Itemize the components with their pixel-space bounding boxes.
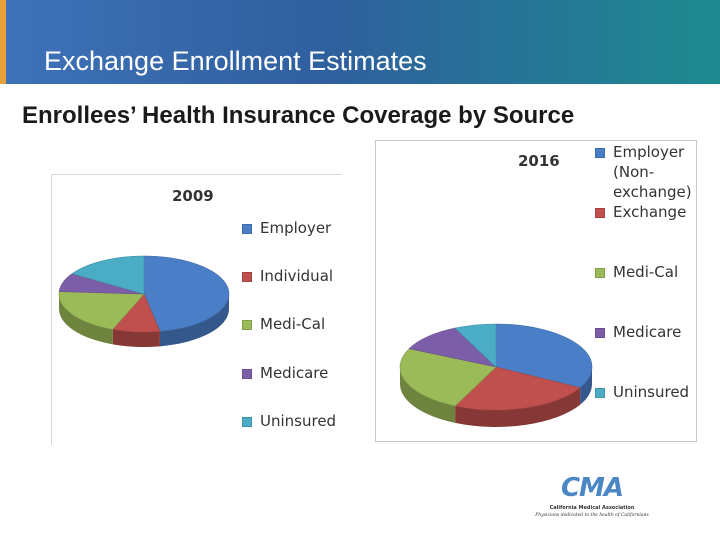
pie-slice-1-1: [454, 366, 581, 411]
pie-side-1-2: [400, 367, 456, 423]
legend-swatch: [595, 388, 605, 398]
legend-label: Medicare: [613, 323, 682, 341]
legend-label: Medi-Cal: [260, 315, 326, 333]
cma-logo: CMA California Medical Association Physi…: [530, 474, 654, 522]
legend-label: Employer: [260, 219, 332, 237]
chart-title-2009: 2009: [172, 187, 214, 205]
cma-logo-org: California Medical Association: [549, 505, 635, 511]
pie-slice-0-0: [143, 255, 230, 332]
pie-slice-1-2: [399, 348, 497, 407]
legend-item-uninsured-2016: Uninsured: [595, 382, 698, 402]
legend-item-employer-2016: Employer (Non-exchange): [595, 142, 698, 202]
legend-item-medicare-2009: Medicare: [242, 363, 328, 383]
legend-swatch: [595, 328, 605, 338]
pie-side-0-0: [159, 294, 229, 347]
header-accent-bar: [0, 0, 6, 84]
legend-item-medi-cal-2009: Medi-Cal: [242, 314, 325, 334]
legend-label: Medi-Cal: [613, 263, 679, 281]
slide-title: Exchange Enrollment Estimates: [44, 46, 427, 76]
chart-2009: 2009 Employer Individual Medi-Cal Medica…: [51, 174, 342, 445]
legend-item-exchange-2016: Exchange: [595, 202, 698, 222]
legend-swatch: [595, 208, 605, 218]
cma-logo-mark: CMA: [560, 473, 624, 503]
pie-sides: [59, 294, 229, 347]
legend-label: Exchange: [613, 203, 687, 221]
legend-label: Medicare: [260, 364, 329, 382]
legend-swatch: [242, 272, 252, 282]
pie-slices: [58, 255, 230, 333]
pie-slice-0-4: [71, 255, 145, 295]
chart-2016: 2016 Employer (Non-exchange) Exchange Me…: [375, 140, 697, 442]
pie-2009-canvas: [58, 255, 230, 347]
pie-slice-1-4: [454, 323, 497, 368]
legend-swatch: [242, 369, 252, 379]
pie-slice-0-2: [58, 291, 145, 330]
legend-swatch: [595, 148, 605, 158]
legend-label: Uninsured: [260, 412, 337, 430]
legend-item-employer-2009: Employer: [242, 218, 331, 238]
pie-slice-1-3: [408, 327, 497, 368]
legend-item-medicare-2016: Medicare: [595, 322, 698, 342]
chart-title-2016: 2016: [518, 152, 560, 170]
legend-label: Employer (Non-exchange): [613, 143, 692, 201]
legend-swatch: [242, 320, 252, 330]
pie-2016-canvas: [399, 323, 593, 427]
pie-side-0-2: [59, 294, 113, 345]
legend-item-medi-cal-2016: Medi-Cal: [595, 262, 698, 282]
pie-sides: [400, 367, 592, 427]
legend-item-uninsured-2009: Uninsured: [242, 411, 336, 431]
slide-header: Exchange Enrollment Estimates: [0, 0, 720, 84]
legend-swatch: [595, 268, 605, 278]
pie-slices: [399, 323, 593, 411]
legend-swatch: [242, 417, 252, 427]
pie-side-1-1: [455, 387, 581, 427]
legend-swatch: [242, 224, 252, 234]
pie-side-1-0: [580, 367, 592, 405]
legend-label: Uninsured: [613, 383, 690, 401]
pie-side-0-1: [112, 329, 160, 347]
legend-item-individual-2009: Individual: [242, 266, 333, 286]
cma-logo-tagline: Physicians dedicated to the health of Ca…: [535, 513, 649, 518]
slide-subtitle: Enrollees’ Health Insurance Coverage by …: [22, 102, 575, 129]
pie-slice-1-0: [495, 323, 593, 389]
legend-label: Individual: [260, 267, 334, 285]
